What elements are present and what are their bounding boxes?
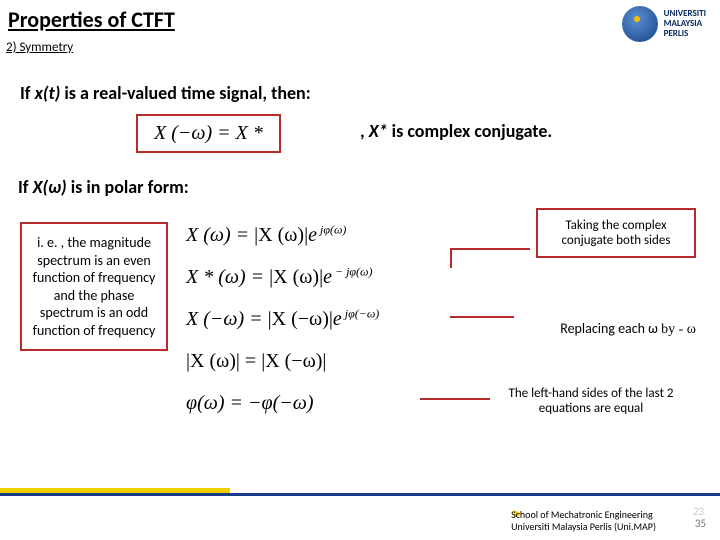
footer-divider <box>0 493 720 496</box>
page-number: 23 35 <box>695 517 706 530</box>
text: If <box>20 82 35 104</box>
logo-line3: PERLIS <box>664 29 706 39</box>
conjugate-note: , X* is complex conjugate. <box>360 120 552 142</box>
xstar-symbol: X* <box>369 120 388 142</box>
text: by - ω <box>661 322 696 337</box>
equation-stack: X (ω) = |X (ω)|e jφ(ω) X * (ω) = |X (ω)|… <box>186 214 379 424</box>
annotation-2: Replacing each ω by - ω <box>508 320 696 338</box>
leader-line-icon <box>450 248 530 250</box>
lhs: X (ω) = <box>186 224 254 246</box>
text: , <box>360 120 369 142</box>
annotation-box-1: Taking the complex conjugate both sides <box>536 208 696 258</box>
text: If <box>18 176 33 198</box>
text: is a real-valued time signal, then: <box>60 82 310 104</box>
slide-title: Properties of CTFT <box>8 6 175 33</box>
footer-line1: School of Mechatronic Engineering <box>511 509 656 521</box>
logo-text: UNIVERSITI MALAYSIA PERLIS <box>664 9 706 39</box>
eq-row-2: X * (ω) = |X (ω)|e − jφ(ω) <box>186 256 379 298</box>
eq-row-5: φ(ω) = −φ(−ω) <box>186 382 379 424</box>
footer-line2: Universiti Malaysia Perlis (Uni.MAP) <box>511 521 656 533</box>
logo-shield-icon <box>622 6 658 42</box>
footer-affiliation: School of Mechatronic Engineering Univer… <box>511 509 656 532</box>
Xw-symbol: X(ω) <box>33 176 67 198</box>
text: is in polar form: <box>67 176 189 198</box>
lhs: X (−ω) = <box>186 308 268 330</box>
leader-line-icon <box>450 248 452 268</box>
equation-symmetry: X (−ω) = X * <box>136 114 281 153</box>
leader-line-icon <box>450 316 514 318</box>
lhs: X * (ω) = <box>186 266 269 288</box>
eq-row-4: |X (ω)| = |X (−ω)| <box>186 340 379 382</box>
exp: − jφ(ω) <box>332 264 373 278</box>
xt-symbol: x(t) <box>35 82 61 104</box>
eq-row-1: X (ω) = |X (ω)|e jφ(ω) <box>186 214 379 256</box>
leader-line-icon <box>420 398 490 400</box>
mag: |X (ω)| <box>269 266 323 288</box>
page-ghost: 23 <box>693 505 704 518</box>
exp: jφ(−ω) <box>342 306 380 320</box>
summary-box: i. e. , the magnitude spectrum is an eve… <box>20 222 168 351</box>
premise-line-1: If x(t) is a real-valued time signal, th… <box>20 82 311 104</box>
eq-row-3: X (−ω) = |X (−ω)|e jφ(−ω) <box>186 298 379 340</box>
page-current: 35 <box>695 517 706 530</box>
university-logo: UNIVERSITI MALAYSIA PERLIS <box>622 6 706 42</box>
premise-line-2: If X(ω) is in polar form: <box>18 176 189 198</box>
section-subtitle: 2) Symmetry <box>6 40 73 55</box>
mag: |X (ω)| <box>254 224 308 246</box>
exp: jφ(ω) <box>317 222 346 236</box>
text: is complex conjugate. <box>388 120 553 142</box>
mag: |X (−ω)| <box>268 308 333 330</box>
text: Replacing each ω <box>560 320 661 337</box>
annotation-3: The left-hand sides of the last 2 equati… <box>486 386 696 416</box>
